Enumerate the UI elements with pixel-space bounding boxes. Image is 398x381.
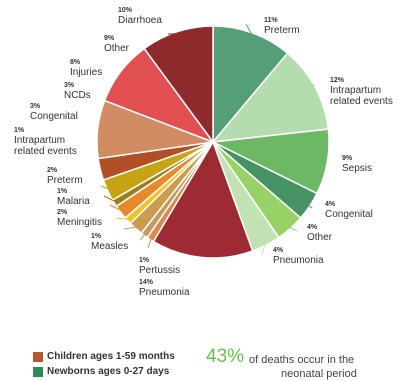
pie-slices (96, 25, 330, 259)
leader-line-11 (109, 204, 123, 212)
neonatal-share-text-line1: of deaths occur in the (249, 354, 355, 366)
pie-slice-0 (212, 25, 289, 145)
slice-pct-label-2: 9% (342, 155, 353, 162)
slice-pct-label-7: 1% (139, 257, 150, 264)
slice-name-label-1-0: Intrapartum (330, 85, 381, 96)
slice-pct-label-4: 4% (307, 224, 318, 231)
leader-line-2 (321, 161, 326, 167)
slice-name-label-12-1: related events (14, 146, 77, 157)
slice-pct-label-0: 11% (264, 17, 278, 24)
slice-name-label-6-0: Pneumonia (139, 287, 190, 298)
slice-name-label-12-0: Intrapartum (14, 135, 65, 146)
slice-pct-label-16: 9% (104, 35, 115, 42)
slice-name-label-13-0: Congenital (30, 111, 78, 122)
legend-label-children: Children ages 1-59 months (47, 351, 175, 362)
leader-line-16 (122, 71, 129, 74)
legend-swatch-newborns (33, 367, 43, 377)
slice-pct-label-3: 4% (325, 201, 336, 208)
slice-name-label-7-0: Pertussis (139, 265, 180, 276)
leader-line-0 (245, 23, 253, 36)
neonatal-share-number: 43% (206, 346, 245, 367)
leader-line-10 (115, 217, 130, 220)
leader-lines (99, 23, 326, 256)
slice-pct-label-13: 3% (30, 103, 41, 110)
slice-name-label-0-0: Preterm (264, 25, 300, 36)
leader-line-8 (139, 233, 146, 241)
slice-name-label-15-0: Injuries (70, 67, 102, 78)
slice-pct-label-10: 1% (57, 188, 68, 195)
leader-line-6 (199, 251, 203, 256)
leader-line-15 (99, 121, 109, 130)
slice-name-label-8-0: Measles (91, 241, 128, 252)
slice-pct-label-1: 12% (330, 77, 345, 84)
slice-name-label-10-0: Malaria (57, 196, 90, 207)
leader-line-12 (103, 195, 117, 203)
leader-line-5 (261, 243, 266, 255)
slice-pct-label-5: 4% (273, 247, 284, 254)
slice-pct-label-8: 1% (91, 233, 102, 240)
slice-pct-label-6: 14% (139, 279, 154, 286)
slice-pct-label-15: 8% (70, 59, 81, 66)
slice-name-label-4-0: Other (307, 232, 333, 243)
slice-pct-label-11: 2% (47, 167, 58, 174)
leader-line-7 (147, 237, 152, 249)
pie-slice-6 (152, 140, 254, 259)
slice-name-label-1-1: related events (330, 96, 393, 107)
slice-name-label-5-0: Pneumonia (273, 255, 324, 266)
leader-line-1 (313, 83, 315, 89)
slice-pct-label-9: 2% (57, 209, 68, 216)
pie-slice-1 (211, 52, 330, 143)
slice-name-label-11-0: Preterm (47, 175, 83, 186)
slice-name-label-2-0: Sepsis (342, 163, 372, 174)
neonatal-share-text-line2: neonatal period (281, 368, 357, 380)
leader-line-13 (100, 185, 110, 190)
slice-pct-label-17: 10% (118, 7, 133, 14)
slice-pct-label-14: 3% (64, 82, 75, 89)
leader-line-4 (288, 226, 298, 232)
slice-name-label-14-0: NCDs (64, 90, 91, 101)
slice-name-label-9-0: Meningitis (57, 217, 102, 228)
leader-line-14 (99, 161, 103, 170)
slice-name-label-16-0: Other (104, 43, 130, 54)
legend-swatch-children (33, 352, 43, 362)
legend-label-newborns: Newborns ages 0-27 days (47, 366, 170, 377)
leader-line-3 (307, 204, 313, 209)
leader-line-9 (123, 226, 138, 230)
slice-pct-label-12: 1% (14, 127, 25, 134)
pie-slice-17 (143, 25, 214, 145)
slice-name-label-3-0: Congenital (325, 209, 373, 220)
slice-name-label-17-0: Diarrhoea (118, 15, 162, 26)
